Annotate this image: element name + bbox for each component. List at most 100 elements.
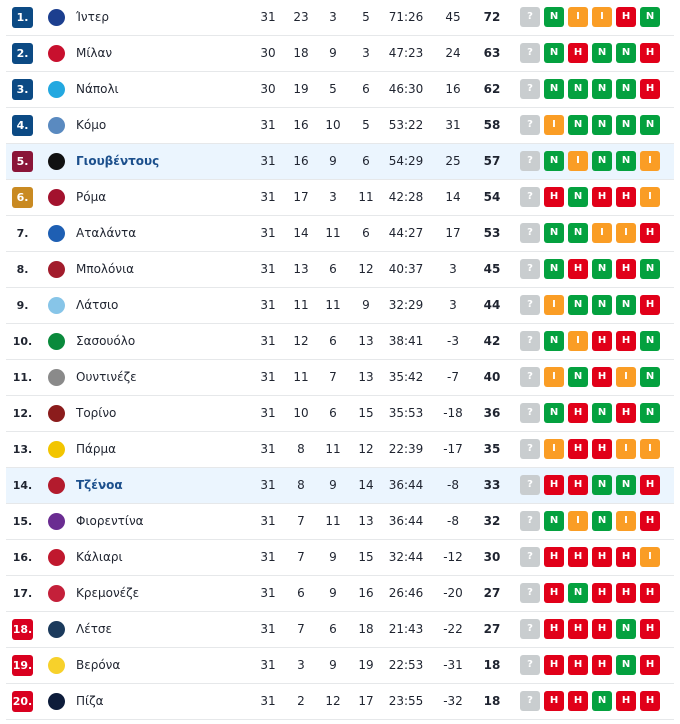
- form-badge[interactable]: H: [616, 547, 636, 567]
- form-badge[interactable]: N: [592, 511, 612, 531]
- form-badge[interactable]: H: [568, 43, 588, 63]
- form-badge[interactable]: H: [544, 475, 564, 495]
- form-badge[interactable]: N: [544, 151, 564, 171]
- form-badge[interactable]: N: [616, 115, 636, 135]
- form-badge[interactable]: N: [544, 43, 564, 63]
- form-badge[interactable]: N: [616, 151, 636, 171]
- form-badge[interactable]: I: [592, 223, 612, 243]
- form-badge[interactable]: N: [568, 295, 588, 315]
- form-badge[interactable]: N: [640, 367, 660, 387]
- form-badge[interactable]: H: [544, 655, 564, 675]
- form-badge[interactable]: H: [568, 475, 588, 495]
- next-match-badge[interactable]: ?: [520, 43, 540, 63]
- form-badge[interactable]: I: [544, 367, 564, 387]
- next-match-badge[interactable]: ?: [520, 547, 540, 567]
- form-badge[interactable]: H: [640, 475, 660, 495]
- form-badge[interactable]: N: [640, 259, 660, 279]
- form-badge[interactable]: N: [640, 403, 660, 423]
- next-match-badge[interactable]: ?: [520, 259, 540, 279]
- form-badge[interactable]: N: [640, 331, 660, 351]
- form-badge[interactable]: N: [592, 295, 612, 315]
- form-badge[interactable]: I: [640, 547, 660, 567]
- form-badge[interactable]: H: [616, 583, 636, 603]
- team-name[interactable]: Τορίνο: [76, 406, 117, 420]
- team-name[interactable]: Λάτσιο: [76, 298, 119, 312]
- form-badge[interactable]: H: [616, 403, 636, 423]
- next-match-badge[interactable]: ?: [520, 331, 540, 351]
- form-badge[interactable]: H: [640, 43, 660, 63]
- form-badge[interactable]: H: [592, 439, 612, 459]
- form-badge[interactable]: N: [544, 403, 564, 423]
- form-badge[interactable]: H: [568, 403, 588, 423]
- table-row[interactable]: 13. Πάρμα 31 8 11 12 22:39 -17 35? I H H I I: [6, 432, 674, 468]
- next-match-badge[interactable]: ?: [520, 151, 540, 171]
- form-badge[interactable]: H: [640, 655, 660, 675]
- form-badge[interactable]: N: [544, 79, 564, 99]
- table-row[interactable]: 20. Πίζα 31 2 12 17 23:55 -32 18? H H N H H: [6, 684, 674, 720]
- next-match-badge[interactable]: ?: [520, 223, 540, 243]
- form-badge[interactable]: H: [592, 187, 612, 207]
- form-badge[interactable]: I: [568, 151, 588, 171]
- table-row[interactable]: 18. Λέτσε 31 7 6 18 21:43 -22 27? H H H N H: [6, 612, 674, 648]
- form-badge[interactable]: H: [640, 583, 660, 603]
- next-match-badge[interactable]: ?: [520, 619, 540, 639]
- form-badge[interactable]: H: [616, 331, 636, 351]
- form-badge[interactable]: H: [640, 691, 660, 711]
- form-badge[interactable]: N: [616, 79, 636, 99]
- next-match-badge[interactable]: ?: [520, 115, 540, 135]
- team-name[interactable]: Ρόμα: [76, 190, 107, 204]
- next-match-badge[interactable]: ?: [520, 475, 540, 495]
- form-badge[interactable]: H: [616, 691, 636, 711]
- team-name[interactable]: Γιουβέντους: [76, 154, 160, 168]
- form-badge[interactable]: H: [616, 187, 636, 207]
- form-badge[interactable]: N: [592, 691, 612, 711]
- form-badge[interactable]: N: [544, 259, 564, 279]
- form-badge[interactable]: I: [544, 295, 564, 315]
- team-name[interactable]: Τζένοα: [76, 478, 123, 492]
- form-badge[interactable]: H: [592, 655, 612, 675]
- form-badge[interactable]: H: [568, 619, 588, 639]
- form-badge[interactable]: N: [544, 7, 564, 27]
- table-row[interactable]: 14. Τζένοα 31 8 9 14 36:44 -8 33? H H N N H: [6, 468, 674, 504]
- table-row[interactable]: 12. Τορίνο 31 10 6 15 35:53 -18 36? N H N H N: [6, 396, 674, 432]
- table-row[interactable]: 1. Ίντερ 31 23 3 5 71:26 45 72? N I I H N: [6, 0, 674, 36]
- table-row[interactable]: 5. Γιουβέντους 31 16 9 6 54:29 25 57? N I N N I: [6, 144, 674, 180]
- form-badge[interactable]: I: [568, 511, 588, 531]
- form-badge[interactable]: I: [544, 115, 564, 135]
- form-badge[interactable]: H: [568, 547, 588, 567]
- next-match-badge[interactable]: ?: [520, 439, 540, 459]
- form-badge[interactable]: N: [544, 331, 564, 351]
- form-badge[interactable]: H: [640, 619, 660, 639]
- form-badge[interactable]: H: [592, 619, 612, 639]
- form-badge[interactable]: I: [616, 439, 636, 459]
- form-badge[interactable]: H: [568, 439, 588, 459]
- team-name[interactable]: Βερόνα: [76, 658, 121, 672]
- next-match-badge[interactable]: ?: [520, 79, 540, 99]
- form-badge[interactable]: N: [592, 475, 612, 495]
- team-name[interactable]: Κάλιαρι: [76, 550, 123, 564]
- form-badge[interactable]: N: [592, 79, 612, 99]
- form-badge[interactable]: I: [544, 439, 564, 459]
- form-badge[interactable]: N: [544, 223, 564, 243]
- table-row[interactable]: 15. Φιορεντίνα 31 7 11 13 36:44 -8 32? N I N I H: [6, 504, 674, 540]
- table-row[interactable]: 17. Κρεμονέζε 31 6 9 16 26:46 -20 27? H N H H H: [6, 576, 674, 612]
- team-name[interactable]: Ουντινέζε: [76, 370, 137, 384]
- team-name[interactable]: Ίντερ: [76, 10, 109, 24]
- next-match-badge[interactable]: ?: [520, 511, 540, 531]
- form-badge[interactable]: N: [592, 115, 612, 135]
- team-name[interactable]: Μίλαν: [76, 46, 113, 60]
- table-row[interactable]: 10. Σασουόλο 31 12 6 13 38:41 -3 42? N I H H N: [6, 324, 674, 360]
- form-badge[interactable]: I: [640, 187, 660, 207]
- table-row[interactable]: 4. Κόμο 31 16 10 5 53:22 31 58? I N N N N: [6, 108, 674, 144]
- team-name[interactable]: Πίζα: [76, 694, 104, 708]
- next-match-badge[interactable]: ?: [520, 7, 540, 27]
- form-badge[interactable]: I: [592, 7, 612, 27]
- form-badge[interactable]: N: [544, 511, 564, 531]
- form-badge[interactable]: H: [568, 691, 588, 711]
- form-badge[interactable]: N: [640, 7, 660, 27]
- form-badge[interactable]: H: [544, 583, 564, 603]
- form-badge[interactable]: N: [616, 655, 636, 675]
- form-badge[interactable]: H: [640, 223, 660, 243]
- form-badge[interactable]: H: [616, 259, 636, 279]
- next-match-badge[interactable]: ?: [520, 367, 540, 387]
